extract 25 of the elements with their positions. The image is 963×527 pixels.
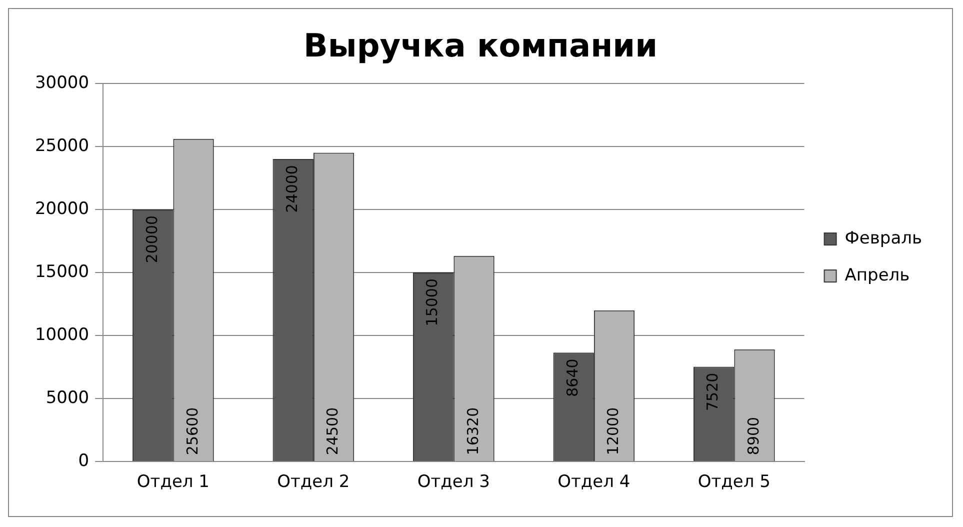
y-tick-label: 15000 [34, 262, 90, 282]
y-tick-label: 25000 [34, 136, 90, 156]
data-label: 20000 [142, 215, 161, 264]
x-tick-label: Отдел 2 [277, 472, 350, 492]
x-tick-label: Отдел 4 [558, 472, 630, 492]
data-label: 15000 [423, 278, 442, 326]
data-label: 7520 [704, 372, 722, 411]
data-label: 16320 [464, 407, 482, 456]
data-label: 24000 [283, 165, 301, 213]
x-tick-label: Отдел 1 [136, 472, 210, 492]
x-tick-label: Отдел 3 [417, 472, 490, 492]
data-label: 8640 [563, 358, 582, 397]
data-label: 24500 [324, 407, 342, 456]
y-tick-label: 10000 [34, 324, 90, 345]
y-tick-label: 5000 [46, 388, 90, 408]
x-tick-label: Отдел 5 [698, 472, 770, 492]
legend-label: Февраль [844, 228, 922, 248]
y-tick-label: 30000 [34, 72, 90, 93]
chart-title: Выручка компании [303, 26, 658, 65]
data-label: 12000 [604, 407, 622, 456]
y-tick-label: 20000 [34, 198, 90, 219]
data-label: 8900 [744, 416, 762, 456]
legend-label: Апрель [844, 265, 910, 286]
y-tick-label: 0 [78, 451, 90, 472]
data-label: 25600 [183, 407, 202, 456]
